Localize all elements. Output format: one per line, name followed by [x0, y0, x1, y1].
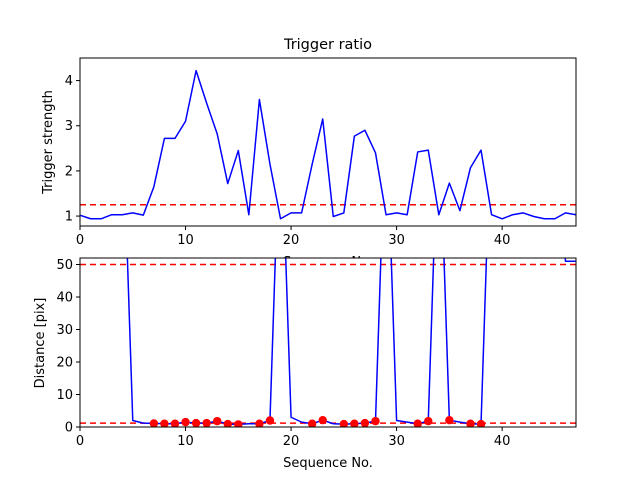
y-tick-label: 0	[65, 421, 73, 436]
data-point-marker	[265, 416, 275, 425]
data-point-marker	[339, 419, 349, 427]
data-point-marker	[191, 418, 201, 427]
x-tick-label: 30	[388, 434, 405, 449]
data-point-marker	[181, 417, 190, 427]
x-tick-label: 0	[76, 233, 84, 248]
y-tick-label: 4	[65, 74, 73, 89]
y-tick-label: 3	[65, 119, 73, 134]
data-point-marker	[160, 419, 169, 427]
data-point-marker	[234, 420, 243, 427]
series-line	[80, 69, 576, 220]
data-point-marker	[223, 419, 232, 427]
y-tick-label: 10	[56, 388, 73, 403]
y-tick-label: 40	[56, 291, 73, 306]
data-point-marker	[476, 419, 486, 427]
data-point-marker	[413, 419, 422, 427]
x-tick-label: 20	[283, 434, 300, 449]
y-axis-label: Trigger strength	[41, 90, 56, 195]
data-point-marker	[307, 419, 317, 427]
chart-title: Trigger ratio	[283, 37, 372, 53]
data-point-marker	[149, 419, 159, 427]
y-tick-label: 1	[65, 210, 73, 225]
data-point-marker	[445, 415, 454, 425]
y-tick-label: 50	[56, 258, 73, 273]
y-tick-label: 30	[56, 323, 73, 338]
y-tick-label: 20	[56, 356, 73, 371]
y-tick-label: 2	[65, 164, 73, 179]
data-point-marker	[255, 419, 264, 427]
data-point-marker	[371, 416, 380, 426]
data-point-marker	[350, 419, 359, 427]
data-point-marker	[424, 416, 433, 426]
data-point-marker	[212, 416, 222, 426]
data-point-marker	[202, 418, 211, 427]
axes-frame	[79, 57, 577, 227]
x-tick-label: 20	[283, 233, 300, 248]
x-tick-label: 10	[177, 233, 194, 248]
data-point-marker	[466, 419, 475, 427]
x-tick-label: 40	[494, 434, 511, 449]
x-tick-label: 40	[494, 233, 511, 248]
x-axis-label: Sequence No.	[283, 456, 373, 471]
y-axis-label: Distance [pix]	[33, 298, 48, 389]
trigger-ratio-chart: Trigger ratio 0 10 20 30 40 1 2 3 4 Trigger stre…	[41, 37, 577, 270]
axes-frame	[79, 257, 577, 428]
data-point-marker	[170, 419, 180, 427]
x-tick-label: 30	[388, 233, 405, 248]
distance-chart: 0 10 20 30 40 0 10 20 30 40 50 Distance [pix] Sequ…	[33, 257, 577, 471]
x-tick-label: 0	[76, 434, 84, 449]
x-tick-label: 10	[177, 434, 194, 449]
data-point-marker	[318, 415, 327, 425]
data-point-marker	[360, 418, 370, 427]
